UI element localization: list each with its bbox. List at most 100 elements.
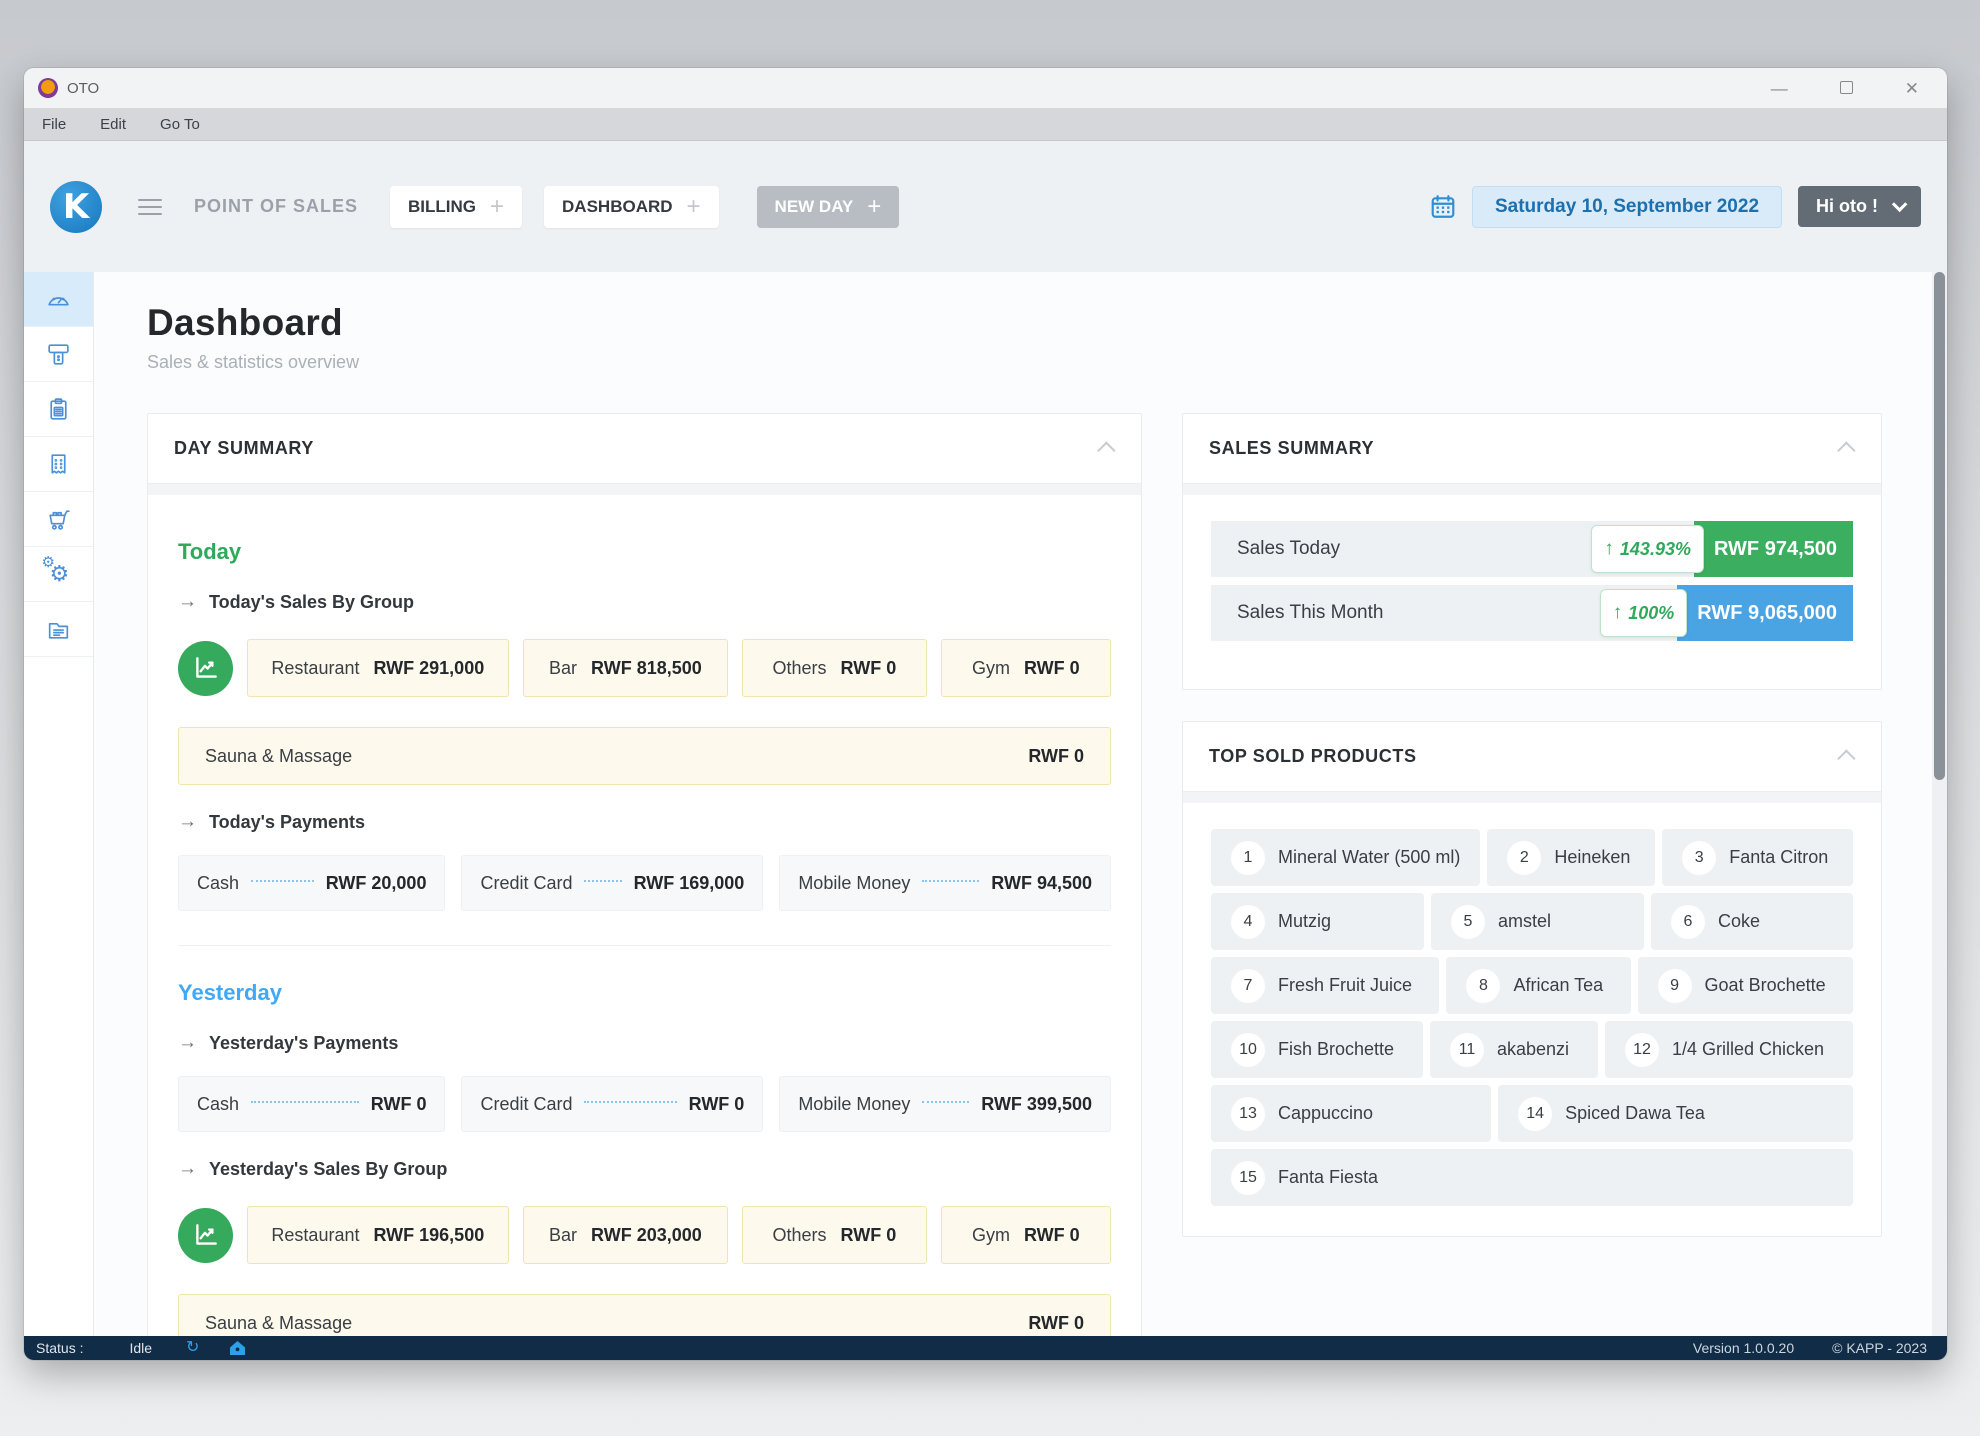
toolbar: K POINT OF SALES BILLING + DASHBOARD + N…	[24, 141, 1947, 272]
documents-folder-icon	[48, 622, 69, 639]
close-button[interactable]: ✕	[1904, 78, 1919, 98]
sidebar-item-pos-terminal[interactable]	[24, 327, 93, 382]
product-chip: 5 amstel	[1431, 893, 1644, 950]
billing-button[interactable]: BILLING +	[390, 185, 523, 228]
calendar-icon[interactable]	[1430, 194, 1456, 220]
content-area: ⚙ ⚙ Dashboard Sales & statistics overvie…	[24, 272, 1947, 1360]
group-stat-others: Others RWF 0	[742, 639, 927, 697]
sales-today-value: RWF 974,500	[1693, 521, 1853, 577]
sidebar-item-invoices[interactable]	[24, 382, 93, 437]
sales-today-row: Sales Today ↑ 143.93% RWF 974,500	[1211, 521, 1853, 577]
line-chart-icon	[178, 640, 233, 696]
vertical-scrollbar[interactable]	[1932, 272, 1947, 1336]
status-value: Idle	[129, 1340, 153, 1356]
product-chip: 2 Heineken	[1487, 829, 1656, 886]
group-stat-gym: Gym RWF 0	[940, 1206, 1111, 1264]
payment-stat-cash: Cash RWF 0	[178, 1076, 446, 1132]
group-stat-gym: Gym RWF 0	[940, 639, 1111, 697]
payment-stat-cash: Cash RWF 20,000	[178, 855, 446, 911]
sidebar-item-reports[interactable]	[24, 602, 93, 657]
product-chip: 13 Cappuccino	[1211, 1085, 1492, 1142]
maximize-icon	[1839, 80, 1853, 94]
product-chip: 3 Fanta Citron	[1662, 829, 1854, 886]
product-chip: 10 Fish Brochette	[1211, 1021, 1423, 1078]
arrow-right-icon: →	[178, 1158, 197, 1179]
dashboard-button[interactable]: DASHBOARD +	[544, 185, 719, 228]
menu-file[interactable]: File	[42, 115, 67, 133]
group-stat-restaurant: Restaurant RWF 291,000	[247, 639, 509, 697]
brand-logo: K	[50, 180, 102, 233]
section-label: POINT OF SALES	[194, 196, 359, 216]
line-chart-icon	[178, 1207, 233, 1263]
sidebar: ⚙ ⚙	[24, 272, 94, 1336]
top-products-title: TOP SOLD PRODUCTS	[1209, 746, 1417, 766]
arrow-right-icon: →	[178, 591, 197, 612]
collapse-chevron-icon[interactable]	[1837, 749, 1856, 768]
product-chip: 14 Spiced Dawa Tea	[1498, 1085, 1854, 1142]
page-title: Dashboard	[147, 302, 343, 343]
product-chip: 15 Fanta Fiesta	[1211, 1149, 1853, 1206]
settings-gears-icon: ⚙ ⚙	[41, 554, 70, 586]
payment-stat-mobile-money: Mobile Money RWF 94,500	[779, 855, 1111, 911]
sales-month-row: Sales This Month ↑ 100% RWF 9,065,000	[1211, 585, 1853, 641]
day-summary-card: DAY SUMMARY Today → Today's Sales By Gro…	[147, 413, 1142, 1360]
product-chip: 8 African Tea	[1446, 957, 1631, 1014]
scrollbar-thumb[interactable]	[1934, 272, 1945, 780]
product-chip: 12 1/4 Grilled Chicken	[1605, 1021, 1854, 1078]
user-greeting: Hi oto !	[1816, 196, 1878, 216]
chevron-down-icon	[1891, 196, 1908, 213]
billing-label: BILLING	[408, 196, 477, 216]
arrow-right-icon: →	[178, 811, 197, 832]
yesterday-sales-by-group-label: → Yesterday's Sales By Group	[178, 1158, 448, 1179]
refresh-icon[interactable]: ↻	[186, 1339, 200, 1356]
title-bar: OTO — ✕	[24, 68, 1947, 108]
payment-stat-credit-card: Credit Card RWF 0	[461, 1076, 764, 1132]
percent-badge: ↑ 100%	[1599, 589, 1688, 637]
today-heading: Today	[178, 539, 242, 564]
version-label: Version 1.0.0.20	[1692, 1340, 1795, 1356]
arrow-up-icon: ↑	[1612, 602, 1623, 623]
maximize-button[interactable]	[1839, 80, 1853, 97]
arrow-right-icon: →	[178, 1032, 197, 1053]
top-products-card: TOP SOLD PRODUCTS 1 Mineral Water (500 ml…	[1182, 721, 1882, 1237]
plus-icon: +	[490, 192, 505, 220]
new-day-button[interactable]: NEW DAY +	[756, 185, 900, 228]
yesterday-payments-label: → Yesterday's Payments	[178, 1032, 399, 1053]
user-menu-button[interactable]: Hi oto !	[1798, 186, 1921, 227]
product-chip: 9 Goat Brochette	[1637, 957, 1854, 1014]
product-chip: 7 Fresh Fruit Juice	[1211, 957, 1440, 1014]
sales-summary-card: SALES SUMMARY Sales Today ↑ 143.93%	[1182, 413, 1882, 690]
group-stat-bar: Bar RWF 203,000	[522, 1206, 729, 1264]
current-date[interactable]: Saturday 10, September 2022	[1471, 185, 1783, 228]
product-chip: 1 Mineral Water (500 ml)	[1211, 829, 1481, 886]
invoice-pad-icon	[50, 397, 67, 420]
product-chip: 11 akabenzi	[1430, 1021, 1598, 1078]
today-sales-by-group-label: → Today's Sales By Group	[178, 591, 415, 612]
dashboard-gauge-icon	[48, 296, 69, 306]
section-divider	[178, 945, 1111, 946]
sidebar-item-receipts[interactable]	[24, 437, 93, 492]
minimize-button[interactable]: —	[1770, 78, 1788, 98]
sidebar-item-settings[interactable]: ⚙ ⚙	[24, 547, 93, 602]
collapse-chevron-icon[interactable]	[1097, 441, 1116, 460]
plus-icon: +	[686, 192, 701, 220]
home-icon[interactable]	[229, 1340, 246, 1356]
new-day-label: NEW DAY	[774, 196, 854, 216]
sales-summary-title: SALES SUMMARY	[1209, 438, 1375, 458]
sales-month-value: RWF 9,065,000	[1677, 585, 1853, 641]
menu-goto[interactable]: Go To	[160, 115, 200, 133]
payment-stat-mobile-money: Mobile Money RWF 399,500	[779, 1076, 1111, 1132]
collapse-chevron-icon[interactable]	[1837, 441, 1856, 460]
sidebar-item-dashboard[interactable]	[24, 272, 93, 327]
copyright-label: © KAPP - 2023	[1832, 1340, 1927, 1356]
card-divider	[148, 483, 1141, 495]
card-divider	[1183, 483, 1881, 495]
window-title: OTO	[67, 79, 100, 97]
hamburger-menu-icon[interactable]	[138, 198, 162, 215]
status-label: Status :	[36, 1340, 84, 1356]
shopping-cart-icon	[49, 509, 70, 530]
card-divider	[1183, 791, 1881, 803]
menu-edit[interactable]: Edit	[100, 115, 127, 133]
group-stat-sauna: Sauna & Massage RWF 0	[178, 727, 1111, 785]
sidebar-item-purchases[interactable]	[24, 492, 93, 547]
